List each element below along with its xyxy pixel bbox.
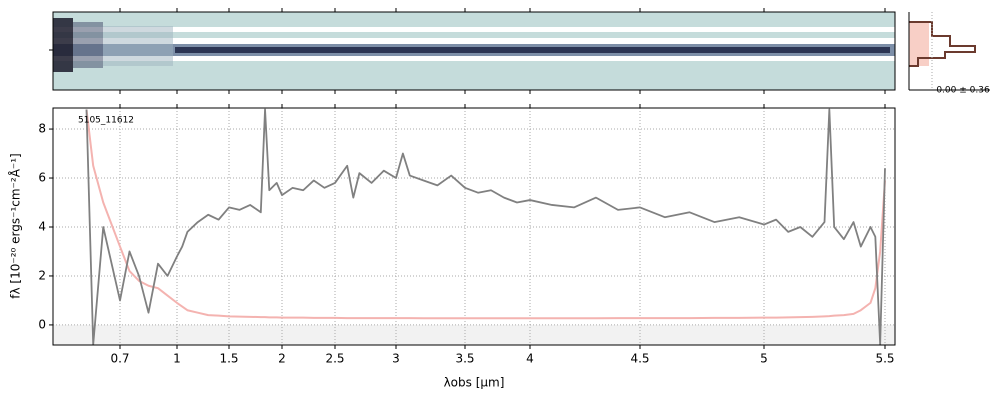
y-tick-label: 8 bbox=[38, 122, 46, 136]
y-axis-label: fλ [10⁻²⁰ ergs⁻¹cm⁻²Å⁻¹] bbox=[8, 153, 23, 298]
x-axis-label: λobs [μm] bbox=[444, 376, 505, 390]
x-tick-label: 3.5 bbox=[455, 352, 474, 366]
x-tick-label: 1 bbox=[173, 352, 181, 366]
y-tick-label: 2 bbox=[38, 268, 46, 282]
series-line bbox=[85, 109, 886, 320]
annotation: 5105_11612 bbox=[78, 116, 134, 126]
y-tick-label: 4 bbox=[38, 219, 46, 233]
x-tick-label: 4.5 bbox=[630, 352, 649, 366]
x-tick-label: 3 bbox=[392, 352, 400, 366]
x-tick-label: 2 bbox=[278, 352, 286, 366]
y-tick-label: 0 bbox=[38, 317, 46, 331]
profile-panel: 0.00 ± 0.36 bbox=[908, 12, 990, 96]
zero-band bbox=[53, 324, 895, 345]
x-tick-label: 4 bbox=[526, 352, 534, 366]
x-tick-label: 0.7 bbox=[110, 352, 129, 366]
spectrum-2d bbox=[52, 11, 896, 91]
x-tick-label: 5 bbox=[760, 352, 768, 366]
profile-label: 0.00 ± 0.36 bbox=[936, 86, 990, 96]
series-line bbox=[85, 108, 886, 345]
x-tick-label: 1.5 bbox=[219, 352, 238, 366]
x-tick-label: 5.5 bbox=[875, 352, 894, 366]
y-tick-label: 6 bbox=[38, 171, 46, 185]
x-tick-label: 2.5 bbox=[325, 352, 344, 366]
